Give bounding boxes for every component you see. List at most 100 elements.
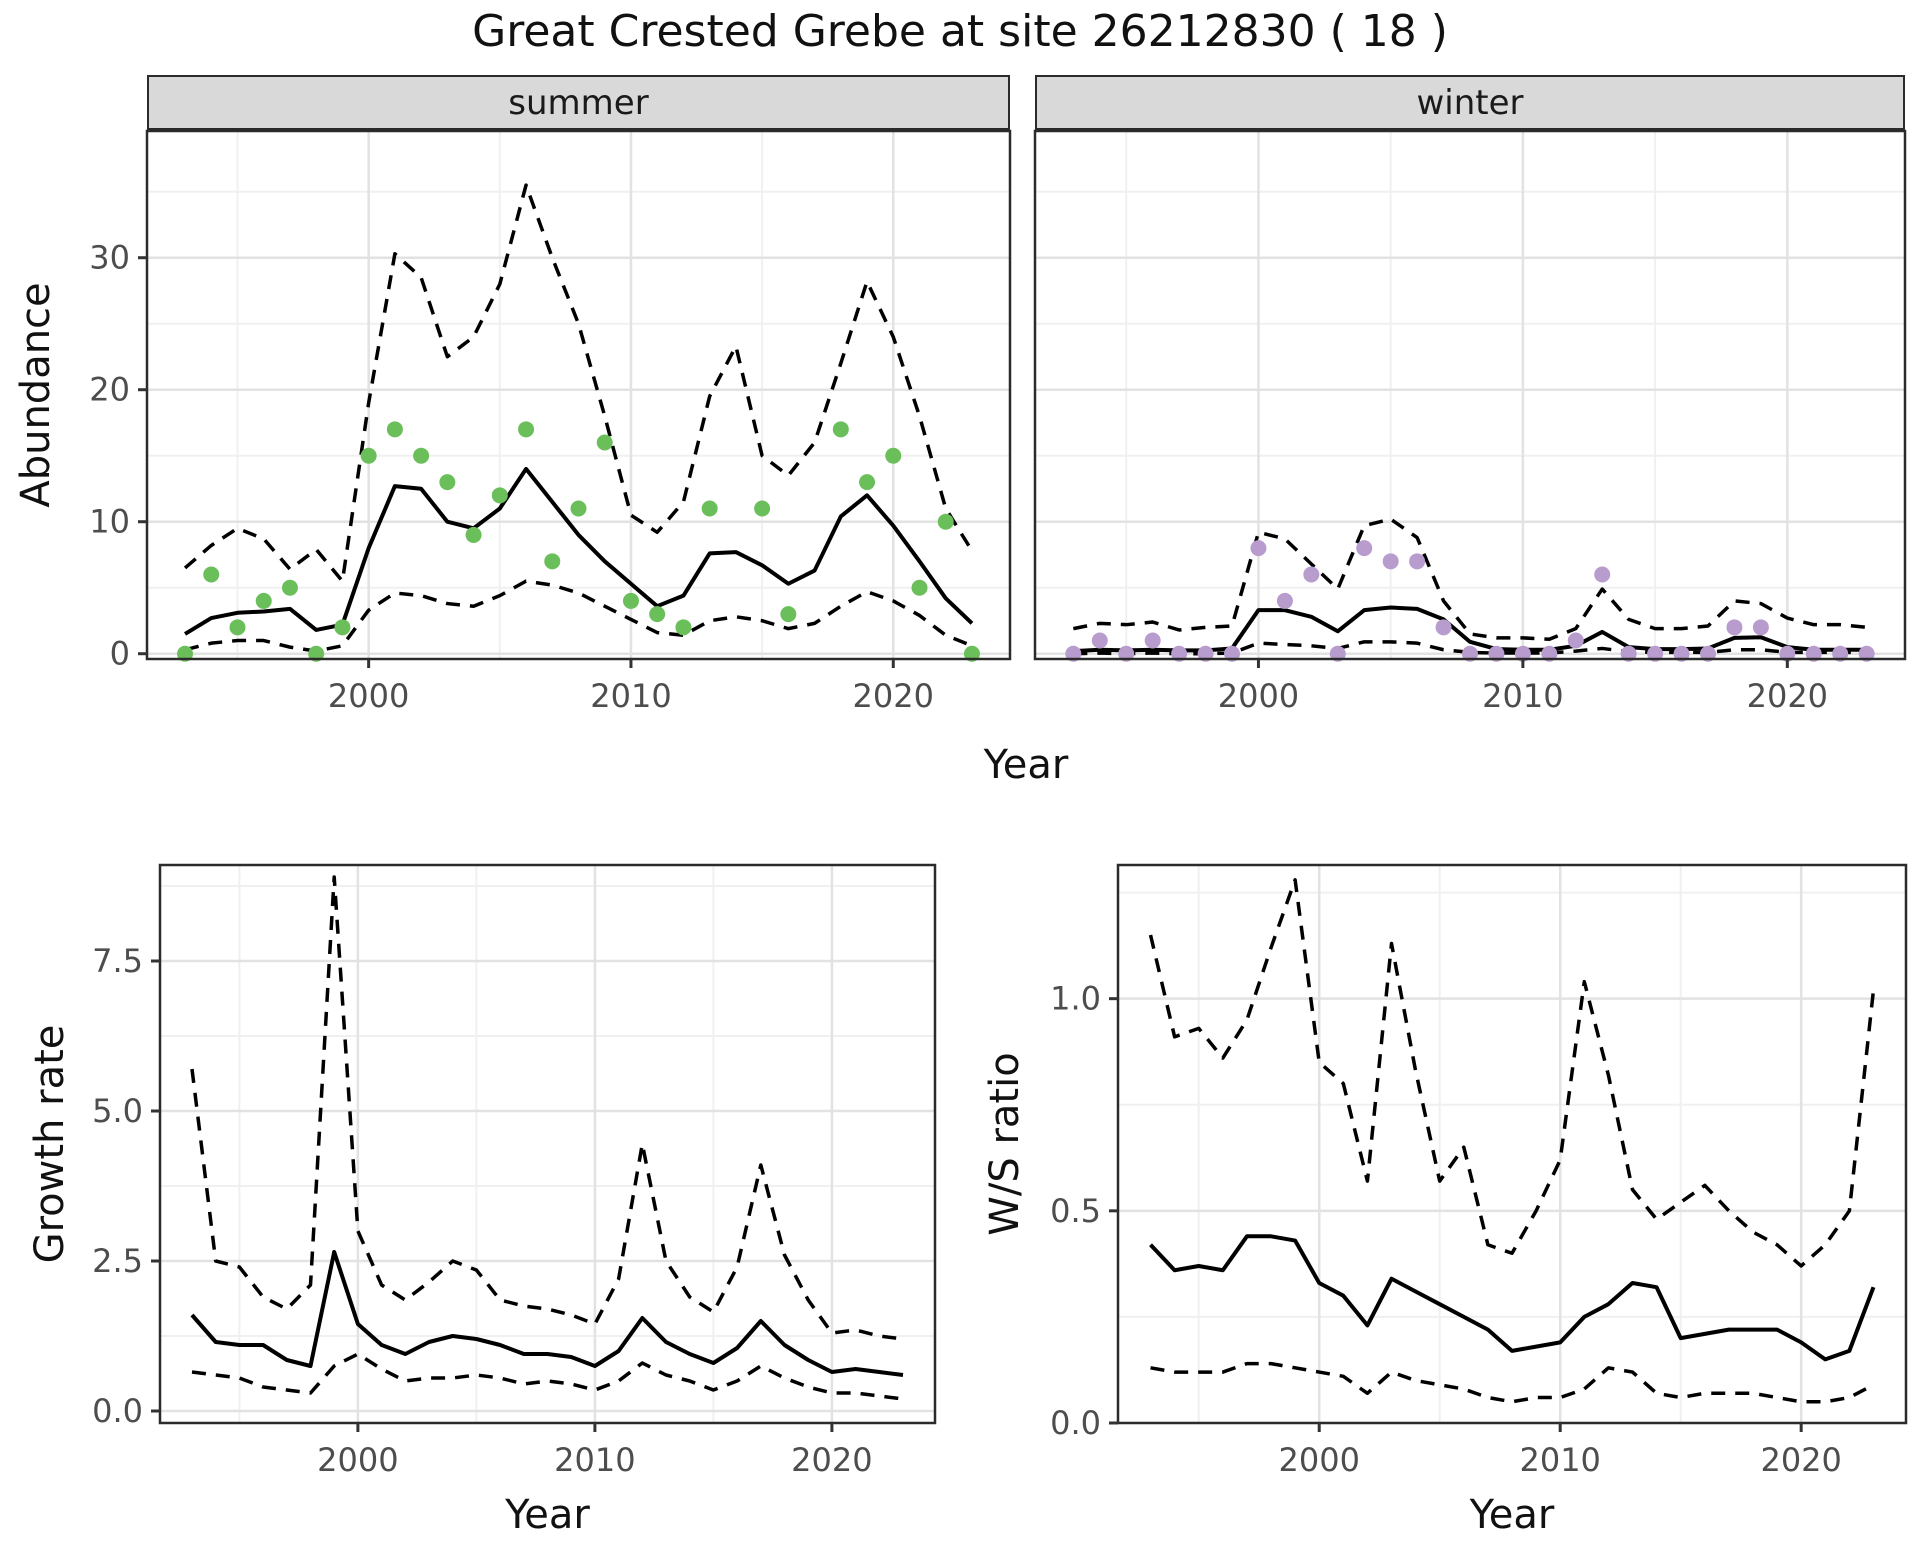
summer-x-tick-label: 2010 — [590, 677, 671, 715]
summer-observed-point — [439, 474, 456, 491]
year-axis-title-growth: Year — [505, 1492, 590, 1538]
summer-observed-point — [360, 447, 377, 464]
winter-observed-point — [1118, 645, 1135, 662]
facet-strip-summer-label: summer — [508, 82, 649, 123]
winter-observed-point — [1250, 540, 1267, 557]
facet-strip-winter: winter — [1035, 75, 1905, 131]
winter-observed-point — [1858, 645, 1875, 662]
winter-observed-point — [1462, 645, 1478, 662]
summer-y-tick-label: 0 — [110, 635, 130, 673]
growth-x-tick-label: 2020 — [791, 1441, 872, 1479]
summer-observed-point — [885, 447, 902, 464]
ws-fit-line — [1149, 1234, 1876, 1362]
summer-observed-point — [675, 619, 692, 636]
summer-observed-point — [754, 500, 771, 517]
facet-strip-summer: summer — [147, 75, 1010, 131]
ws-y-tick-label: 0.5 — [1050, 1192, 1101, 1230]
summer-observed-point — [649, 606, 666, 623]
summer-observed-point — [413, 447, 430, 464]
summer-observed-point — [570, 500, 587, 517]
summer-observed-point — [780, 606, 797, 623]
growth-y-tick-label: 2.5 — [92, 1242, 143, 1280]
summer-observed-point — [177, 645, 194, 662]
summer-observed-point — [491, 487, 508, 504]
facet-strip-winter-label: winter — [1416, 82, 1524, 123]
summer-observed-point — [229, 619, 246, 636]
winter-observed-point — [1488, 645, 1505, 662]
ws-panel-border — [1116, 863, 1908, 1425]
winter-observed-point — [1171, 645, 1188, 662]
summer-observed-point — [596, 434, 613, 451]
summer-observed-point — [386, 421, 403, 438]
figure-title: Great Crested Grebe at site 26212830 ( 1… — [472, 6, 1448, 57]
winter-observed-point — [1197, 645, 1214, 662]
winter-observed-point — [1435, 619, 1452, 636]
summer-observed-point — [701, 500, 718, 517]
summer-observed-point — [255, 592, 272, 609]
winter-observed-point — [1752, 619, 1769, 636]
growth-fit-line — [190, 1250, 904, 1377]
growth-y-tick-label: 7.5 — [92, 942, 143, 980]
year-axis-title-top: Year — [983, 742, 1069, 788]
winter-observed-point — [1647, 645, 1664, 662]
summer-upper-ci-line — [183, 183, 974, 583]
winter-x-tick-label: 2000 — [1218, 677, 1299, 715]
winter-observed-point — [1144, 632, 1161, 649]
winter-observed-point — [1514, 645, 1531, 662]
growth-panel-border — [158, 863, 937, 1425]
summer-observed-point — [334, 619, 351, 636]
winter-observed-point — [1356, 540, 1373, 557]
growth-x-tick-label: 2010 — [554, 1441, 635, 1479]
growth-lower-ci-line — [191, 1352, 904, 1401]
winter-x-tick-label: 2020 — [1747, 677, 1828, 715]
summer-observed-point — [203, 566, 220, 583]
summer-x-tick-label: 2020 — [853, 677, 934, 715]
ws-x-tick-label: 2000 — [1278, 1441, 1359, 1479]
ws-x-tick-label: 2020 — [1760, 1441, 1841, 1479]
summer-observed-point — [308, 645, 325, 662]
summer-observed-point — [465, 526, 482, 543]
winter-observed-point — [1224, 645, 1241, 662]
growth-y-tick-label: 0.0 — [92, 1392, 143, 1430]
summer-observed-point — [544, 553, 561, 570]
growth-upper-ci-line — [190, 875, 904, 1341]
ws-x-tick-label: 2010 — [1519, 1441, 1600, 1479]
year-axis-title-ws: Year — [1469, 1492, 1555, 1538]
ws-y-tick-label: 0.0 — [1050, 1404, 1101, 1442]
summer-fit-line — [184, 466, 974, 636]
winter-observed-point — [1673, 645, 1690, 662]
growth-panel-background — [160, 865, 935, 1423]
winter-observed-point — [1303, 566, 1320, 583]
winter-observed-point — [1382, 553, 1399, 570]
summer-observed-point — [937, 513, 954, 530]
winter-observed-point — [1567, 632, 1584, 649]
summer-y-tick-label: 20 — [89, 371, 130, 409]
ws-upper-ci-line — [1148, 878, 1876, 1268]
winter-observed-point — [1276, 592, 1293, 609]
winter-observed-point — [1832, 645, 1849, 662]
winter-observed-point — [1065, 645, 1082, 662]
summer-panel-background — [147, 131, 1010, 659]
winter-observed-point — [1329, 645, 1346, 662]
summer-observed-point — [832, 421, 849, 438]
winter-observed-point — [1699, 645, 1716, 662]
summer-y-tick-label: 10 — [89, 503, 130, 541]
summer-observed-point — [963, 645, 980, 662]
winter-observed-point — [1779, 645, 1796, 662]
winter-observed-point — [1726, 619, 1743, 636]
winter-panel-border — [1033, 129, 1907, 661]
growth-x-tick-label: 2000 — [317, 1441, 398, 1479]
ws-lower-ci-line — [1150, 1361, 1875, 1404]
ws-panel-background — [1118, 865, 1906, 1423]
summer-panel-border — [145, 129, 1012, 661]
winter-observed-point — [1594, 566, 1611, 583]
summer-observed-point — [859, 474, 876, 491]
winter-panel-background — [1035, 131, 1905, 659]
summer-x-tick-label: 2000 — [328, 677, 409, 715]
summer-observed-point — [518, 421, 535, 438]
ws-y-tick-label: 1.0 — [1050, 980, 1101, 1018]
winter-observed-point — [1409, 553, 1426, 570]
summer-observed-point — [622, 592, 639, 609]
winter-observed-point — [1805, 645, 1822, 662]
